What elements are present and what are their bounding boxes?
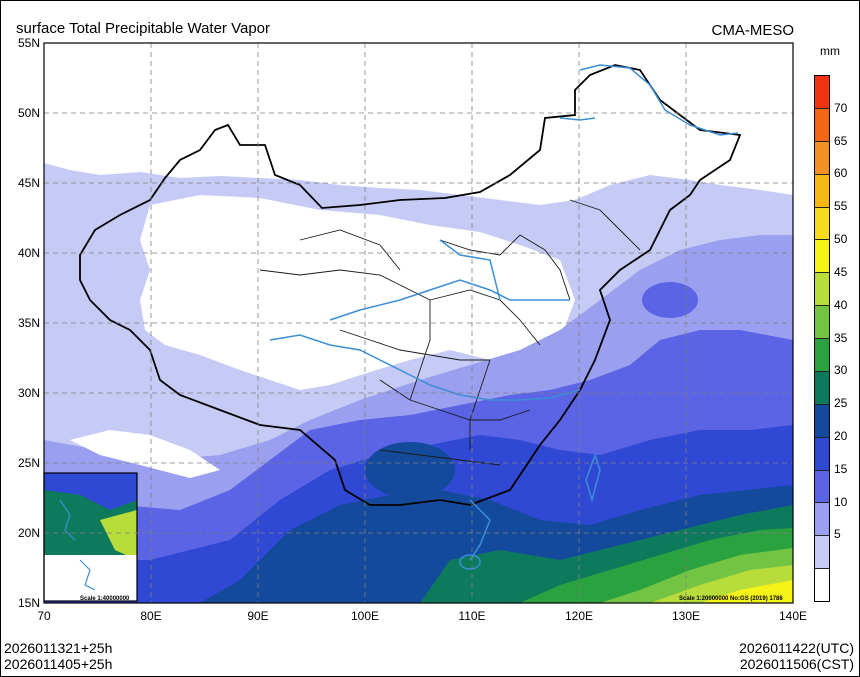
colorbar-label: 45 (834, 264, 848, 279)
colorbar-label: 10 (834, 494, 848, 509)
lon-label: 140E (779, 609, 807, 623)
country-border (79, 64, 742, 506)
lat-label: 15N (18, 596, 40, 610)
colorbar-segment (815, 141, 829, 175)
map-title: surface Total Precipitable Water Vapor (16, 20, 271, 37)
lon-label: 120E (565, 609, 593, 623)
graticule (44, 43, 793, 603)
init-time-cst: 2026011405+25h (4, 656, 113, 672)
lat-label: 20N (18, 526, 40, 540)
moist-core-southwest (365, 442, 455, 498)
colorbar-label: 5 (834, 527, 841, 542)
colorbar-segment (815, 273, 829, 307)
precipitable-water-field (44, 43, 793, 603)
rivers (269, 64, 739, 561)
lon-label: 80E (140, 609, 161, 623)
colorbar-unit: mm (820, 44, 840, 58)
colorbar-segment (815, 174, 829, 208)
colorbar-label: 65 (834, 133, 848, 148)
colorbar-label: 35 (834, 330, 848, 345)
south-china-sea-inset (43, 472, 138, 602)
colorbar-segment (815, 536, 829, 570)
colorbar-segment (815, 108, 829, 142)
colorbar-segment (815, 76, 829, 109)
colorbar-label: 15 (834, 461, 848, 476)
colorbar-segment (815, 371, 829, 405)
forecast-init-info: 2026011321+25h 2026011405+25h (4, 640, 112, 672)
colorbar-segment (815, 437, 829, 471)
moist-band-50mm (700, 580, 793, 603)
colorbar-label: 25 (834, 396, 848, 411)
valid-time-cst: 2026011506(CST) (739, 656, 854, 672)
lon-label: 90E (247, 609, 268, 623)
colorbar (814, 75, 830, 602)
dry-patch-south-asia (70, 430, 220, 478)
colorbar-segment (815, 503, 829, 537)
lat-label: 40N (18, 246, 40, 260)
lat-label: 30N (18, 386, 40, 400)
taiwan-island (585, 452, 601, 503)
init-time-utc: 2026011321+25h (4, 640, 113, 656)
lon-label: 70 (37, 609, 51, 623)
moist-core-east-sea (642, 282, 698, 318)
colorbar-segment (815, 240, 829, 274)
forecast-valid-info: 2026011422(UTC) 2026011506(CST) (739, 640, 854, 672)
colorbar-segment (815, 470, 829, 504)
colorbar-segment (815, 569, 829, 601)
lon-label: 100E (351, 609, 379, 623)
lat-label: 45N (18, 176, 40, 190)
colorbar-segment (815, 404, 829, 438)
hainan-island (459, 554, 481, 570)
lat-label: 35N (18, 316, 40, 330)
colorbar-label: 60 (834, 166, 848, 181)
model-name: CMA-MESO (711, 22, 795, 39)
lon-label: 110E (458, 609, 485, 623)
lat-label: 25N (18, 456, 40, 470)
colorbar-label: 70 (834, 100, 848, 115)
lon-label: 130E (672, 609, 700, 623)
colorbar-segment (815, 207, 829, 241)
colorbar-label: 50 (834, 232, 848, 247)
dry-region-north (44, 43, 793, 205)
inset-scale: Scale 1:40000000 (80, 596, 130, 602)
valid-time-utc: 2026011422(UTC) (739, 640, 854, 656)
colorbar-label: 55 (834, 199, 848, 214)
latitude-labels: 55N 50N 45N 40N 35N 30N 25N 20N 15N (18, 36, 40, 610)
colorbar-segment (815, 339, 829, 372)
colorbar-label: 30 (834, 363, 848, 378)
map-border (43, 42, 794, 604)
colorbar-label: 40 (834, 297, 848, 312)
colorbar-segment (815, 306, 829, 339)
dry-region-interior (140, 195, 575, 390)
colorbar-label: 20 (834, 428, 848, 443)
longitude-labels: 70 80E 90E 100E 110E 120E 130E 140E (37, 609, 807, 623)
lat-label: 55N (18, 36, 40, 50)
province-boundaries (259, 199, 641, 466)
map-scale-note: Scale 1:20000000 No:GS (2019) 1786 (679, 596, 783, 602)
lat-label: 50N (18, 106, 40, 120)
